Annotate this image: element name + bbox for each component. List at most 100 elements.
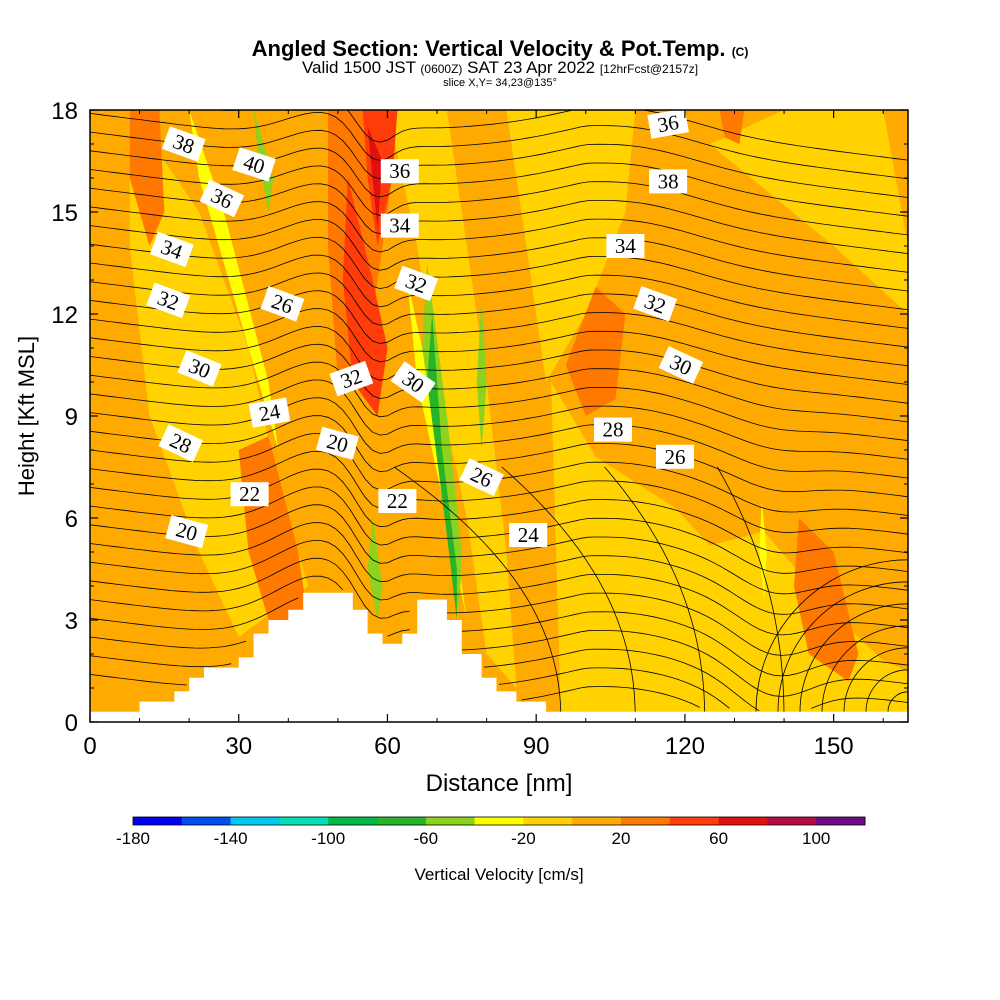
theta-contour bbox=[90, 655, 730, 709]
theta-contour bbox=[90, 486, 908, 574]
velocity-region-8 bbox=[759, 501, 767, 600]
colorbar-tick-label: 60 bbox=[709, 829, 728, 848]
contour-label: 24 bbox=[248, 397, 291, 428]
velocity-region-22 bbox=[367, 127, 383, 229]
colorbar-tick-label: 100 bbox=[802, 829, 830, 848]
colorbar-swatch bbox=[328, 817, 378, 825]
contour-label: 24 bbox=[509, 523, 548, 547]
y-tick-label: 3 bbox=[65, 608, 78, 635]
contour-label-bg bbox=[260, 286, 305, 322]
velocity-region-14 bbox=[129, 110, 165, 246]
theta-contour bbox=[90, 597, 908, 697]
contour-label-bg bbox=[394, 265, 439, 302]
slice-info: slice X,Y= 34,23@135° bbox=[443, 77, 557, 89]
contour-label: 32 bbox=[329, 360, 374, 397]
contour-label-text: 22 bbox=[387, 489, 408, 513]
velocity-region-12 bbox=[476, 297, 487, 450]
contour-label-bg bbox=[390, 361, 436, 403]
theta-contour bbox=[604, 466, 706, 712]
theta-contour bbox=[393, 466, 562, 712]
x-tick-label: 90 bbox=[523, 733, 550, 760]
contour-label: 36 bbox=[380, 159, 419, 184]
colorbar-swatch bbox=[279, 817, 329, 825]
contour-label: 30 bbox=[177, 350, 222, 387]
contour-label-bg bbox=[230, 482, 269, 507]
theta-contour bbox=[90, 165, 908, 236]
y-tick-label: 6 bbox=[65, 506, 78, 533]
theta-contour bbox=[90, 308, 908, 385]
contour-label-bg bbox=[633, 286, 678, 322]
contour-label-text: 36 bbox=[389, 159, 410, 183]
theta-contour bbox=[90, 397, 908, 479]
contour-label-text: 28 bbox=[603, 418, 624, 442]
contour-label-bg bbox=[656, 444, 694, 469]
contour-label-text: 36 bbox=[656, 110, 681, 137]
x-tick-label: 150 bbox=[814, 733, 854, 760]
theta-contour bbox=[90, 218, 908, 292]
contour-label-bg bbox=[161, 126, 206, 162]
contour-label-text: 24 bbox=[257, 399, 282, 426]
chart-title: Angled Section: Vertical Velocity & Pot.… bbox=[0, 36, 1000, 62]
colorbar-tick-label: -140 bbox=[214, 829, 248, 848]
contour-label: 34 bbox=[606, 234, 645, 258]
colorbar-tick-label: -180 bbox=[116, 829, 150, 848]
y-axis-label: Height [Kft MSL] bbox=[14, 336, 39, 496]
contour-label: 26 bbox=[656, 444, 694, 469]
theta-contour bbox=[90, 575, 908, 677]
colorbar-swatch bbox=[181, 817, 232, 825]
theta-contour bbox=[90, 540, 908, 636]
theta-contour bbox=[887, 691, 908, 712]
colorbar-label: Vertical Velocity [cm/s] bbox=[414, 865, 583, 884]
colorbar-swatch bbox=[474, 817, 524, 825]
forecast-info: [12hrFcst@2157z] bbox=[599, 62, 699, 76]
y-tick-label: 9 bbox=[65, 404, 78, 431]
x-tick-label: 30 bbox=[225, 733, 252, 760]
theta-contour bbox=[843, 647, 908, 712]
contour-label-bg bbox=[649, 169, 688, 194]
colorbar-swatch bbox=[669, 817, 720, 825]
contour-label-bg bbox=[146, 282, 191, 319]
colorbar-frame bbox=[132, 816, 866, 826]
contour-label-bg bbox=[380, 213, 419, 238]
contour-label: 20 bbox=[315, 426, 359, 460]
colorbar-tick-label: -20 bbox=[511, 829, 536, 848]
theta-contour bbox=[90, 147, 908, 217]
contour-label-text: 34 bbox=[389, 214, 411, 238]
theta-contour bbox=[90, 522, 908, 615]
contour-label-bg bbox=[380, 159, 419, 184]
contour-label-bg bbox=[594, 417, 632, 442]
theta-contour bbox=[501, 466, 636, 712]
contour-label: 38 bbox=[649, 169, 688, 194]
velocity-region-18 bbox=[794, 518, 859, 682]
velocity-region-19 bbox=[719, 110, 745, 144]
y-tick-label: 12 bbox=[51, 302, 78, 329]
valid-date: SAT 23 Apr 2022 bbox=[467, 58, 596, 77]
theta-contour bbox=[90, 272, 908, 348]
theta-contour bbox=[90, 290, 908, 367]
contour-label-bg bbox=[149, 231, 194, 268]
colorbar-swatch bbox=[377, 817, 427, 825]
contour-label: 22 bbox=[378, 489, 417, 513]
colorbar-swatch bbox=[425, 817, 476, 825]
theta-contour bbox=[90, 326, 908, 404]
contour-label-bg bbox=[232, 147, 276, 182]
velocity-region-5 bbox=[709, 110, 908, 314]
x-tick-label: 120 bbox=[665, 733, 705, 760]
contour-label-bg bbox=[177, 350, 222, 387]
x-tick-label: 0 bbox=[83, 733, 96, 760]
contour-label-bg bbox=[378, 489, 417, 513]
contour-label-bg bbox=[199, 179, 245, 218]
terrain-mask bbox=[90, 592, 908, 722]
theta-contour bbox=[90, 236, 908, 311]
theta-contour bbox=[90, 111, 908, 180]
velocity-region-17 bbox=[565, 286, 626, 416]
contour-label-bg bbox=[165, 515, 209, 549]
theta-contour bbox=[716, 466, 785, 712]
x-tick-label: 60 bbox=[374, 733, 401, 760]
valid-utc: (0600Z) bbox=[420, 62, 463, 76]
theta-contour bbox=[90, 379, 908, 460]
theta-contour bbox=[90, 361, 908, 442]
colorbar-tick-label: -60 bbox=[414, 829, 439, 848]
velocity-region-6 bbox=[189, 110, 289, 518]
